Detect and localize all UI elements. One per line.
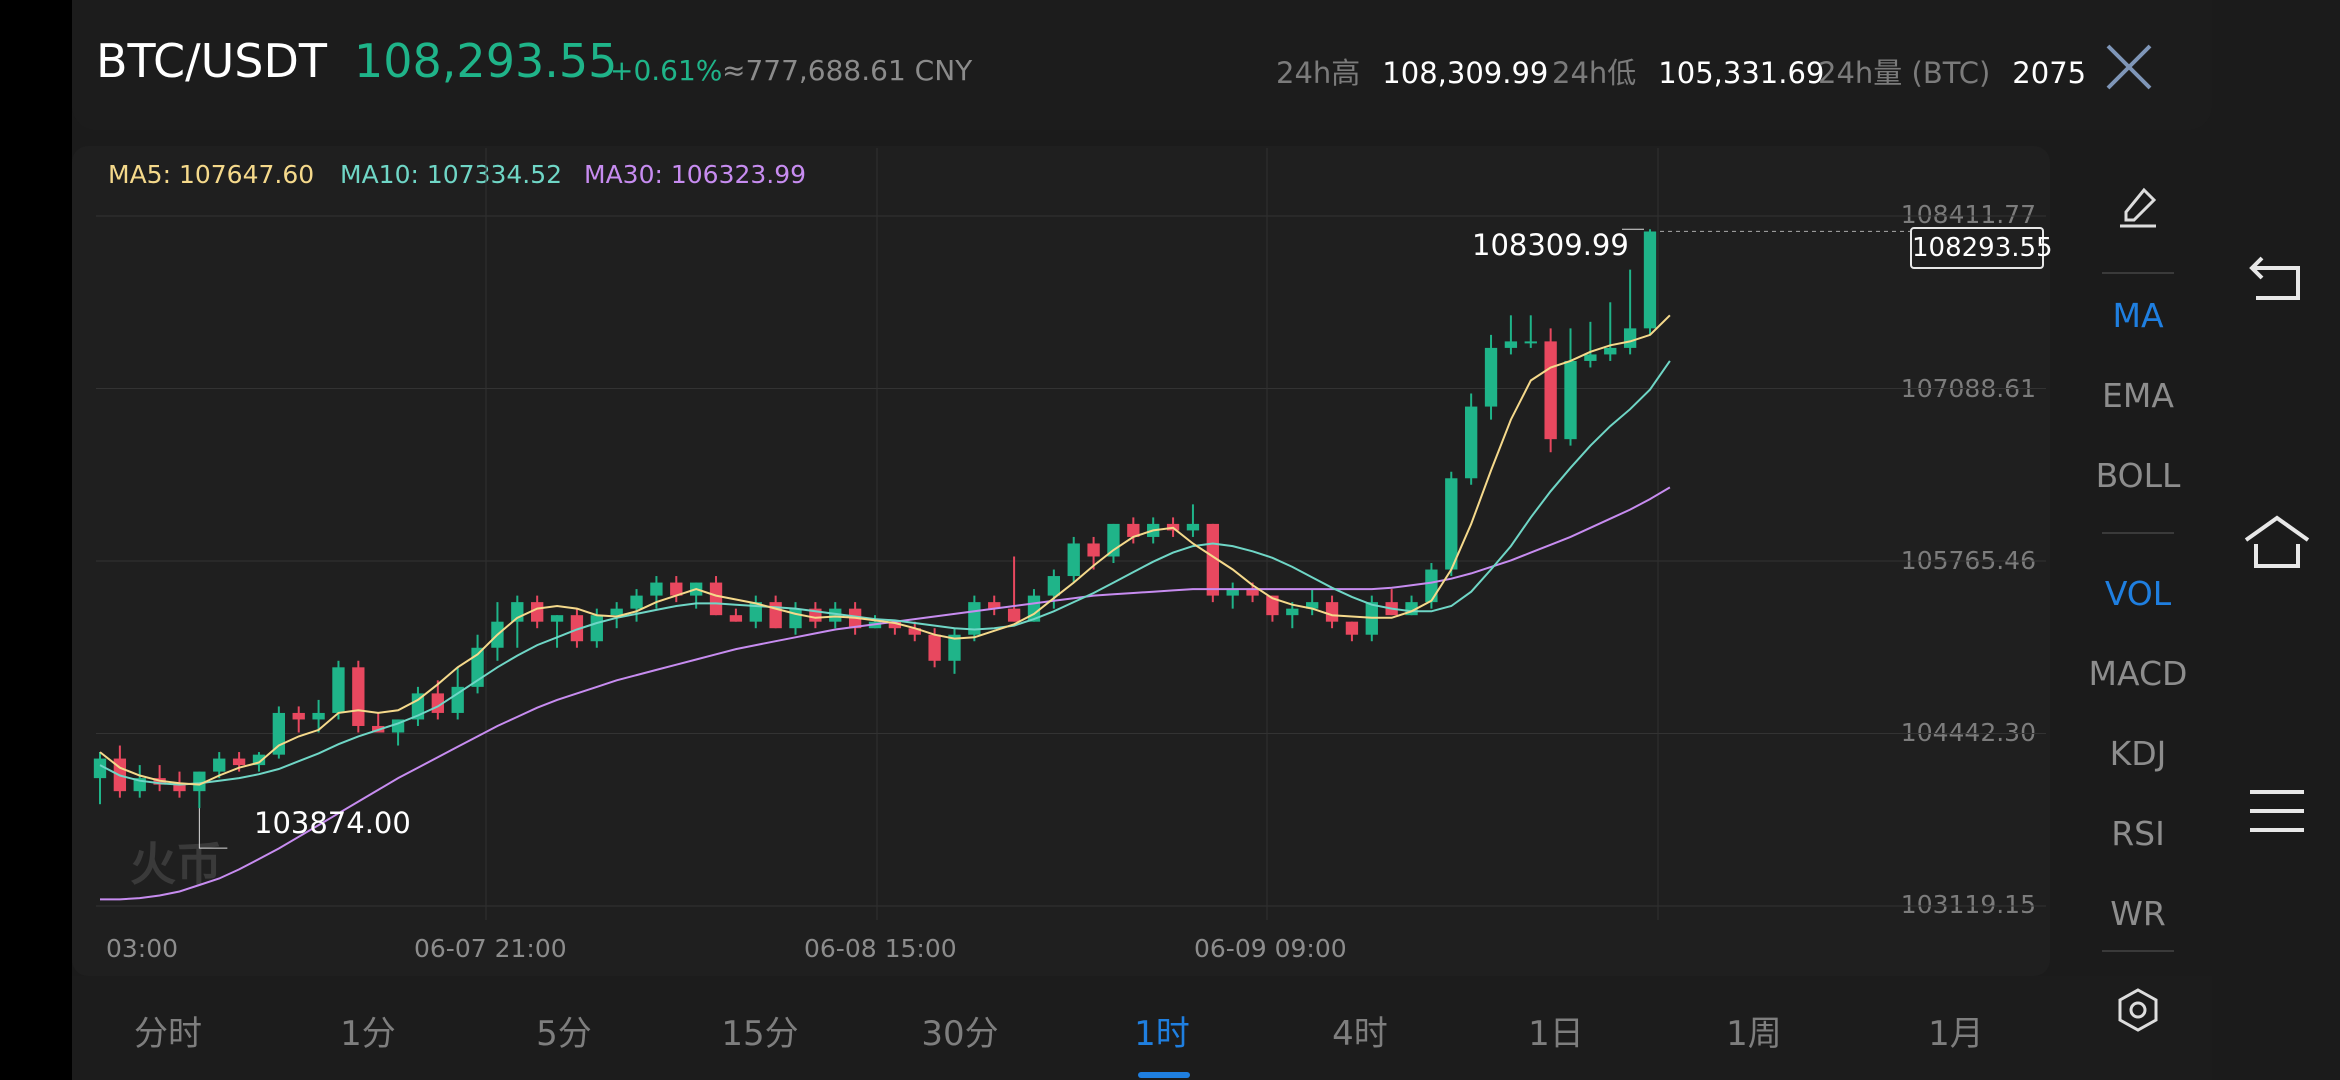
- tab-timeline[interactable]: 分时: [134, 1014, 202, 1054]
- stat-24h-volume: 24h量 (BTC) 2075: [1818, 56, 2087, 90]
- tab-15min[interactable]: 15分: [721, 1014, 799, 1054]
- divider: [2102, 272, 2174, 274]
- back-icon[interactable]: [2242, 248, 2312, 318]
- system-nav-bar: [2212, 0, 2340, 1080]
- ma5-legend: MA5: 107647.60: [108, 160, 315, 189]
- y-tick-label: 105765.46: [1900, 546, 2036, 575]
- indicator-rsi[interactable]: RSI: [2111, 814, 2165, 853]
- y-tick-label: 107088.61: [1900, 374, 2036, 403]
- last-price: 108,293.55: [354, 34, 618, 88]
- tab-1hour[interactable]: 1时: [1134, 1014, 1190, 1054]
- stat-24h-high: 24h高 108,309.99: [1276, 56, 1549, 90]
- x-tick-label: 06-07 21:00: [414, 934, 567, 963]
- indicator-panel: MA EMA BOLL VOL MACD KDJ RSI WR: [2068, 150, 2208, 1070]
- close-icon[interactable]: [2102, 40, 2156, 94]
- indicator-ma[interactable]: MA: [2112, 296, 2164, 335]
- tab-5min[interactable]: 5分: [536, 1014, 592, 1054]
- tab-1min[interactable]: 1分: [340, 1014, 396, 1054]
- home-icon[interactable]: [2242, 508, 2312, 578]
- huobi-watermark: 火币: [130, 837, 222, 891]
- settings-icon[interactable]: [2114, 986, 2162, 1034]
- ma10-legend: MA10: 107334.52: [340, 160, 563, 189]
- divider: [2102, 532, 2174, 534]
- x-tick-label: 06-09 09:00: [1194, 934, 1347, 963]
- price-change: +0.61%: [610, 54, 723, 87]
- active-tab-indicator: [1138, 1072, 1190, 1078]
- y-tick-label: 103119.15: [1900, 890, 2036, 919]
- tab-1week[interactable]: 1周: [1726, 1014, 1782, 1054]
- indicator-kdj[interactable]: KDJ: [2109, 734, 2167, 773]
- indicator-wr[interactable]: WR: [2110, 894, 2166, 933]
- menu-icon[interactable]: [2242, 776, 2312, 846]
- indicator-macd[interactable]: MACD: [2088, 654, 2188, 693]
- divider: [2102, 950, 2174, 952]
- x-tick-label: 03:00: [106, 934, 179, 963]
- tab-1month[interactable]: 1月: [1928, 1014, 1984, 1054]
- y-tick-label: 104442.30: [1900, 718, 2036, 747]
- high-marker-label: 108309.99: [1472, 228, 1629, 262]
- interval-tabs: 分时 1分 5分 15分 30分 1时 4时 1日 1周 1月: [72, 976, 2212, 1080]
- draw-tool-icon[interactable]: [2114, 184, 2162, 232]
- chart-panel[interactable]: [72, 146, 2050, 976]
- pair-symbol[interactable]: BTC/USDT: [96, 34, 327, 88]
- tab-4hour[interactable]: 4时: [1332, 1014, 1388, 1054]
- low-marker-label: 103874.00: [254, 806, 411, 840]
- indicator-vol[interactable]: VOL: [2104, 574, 2172, 613]
- indicator-ema[interactable]: EMA: [2102, 376, 2174, 415]
- indicator-boll[interactable]: BOLL: [2095, 456, 2181, 495]
- y-tick-label: 108411.77: [1900, 200, 2036, 229]
- ticker-header: BTC/USDT 108,293.55 +0.61% ≈777,688.61 C…: [72, 0, 2212, 130]
- ma30-legend: MA30: 106323.99: [584, 160, 807, 189]
- stat-24h-low: 24h低 105,331.69: [1552, 56, 1825, 90]
- current-price-tag: 108293.55: [1910, 227, 2053, 269]
- x-tick-label: 06-08 15:00: [804, 934, 957, 963]
- tab-30min[interactable]: 30分: [921, 1014, 999, 1054]
- cny-price: ≈777,688.61 CNY: [722, 54, 973, 87]
- tab-1day[interactable]: 1日: [1528, 1014, 1584, 1054]
